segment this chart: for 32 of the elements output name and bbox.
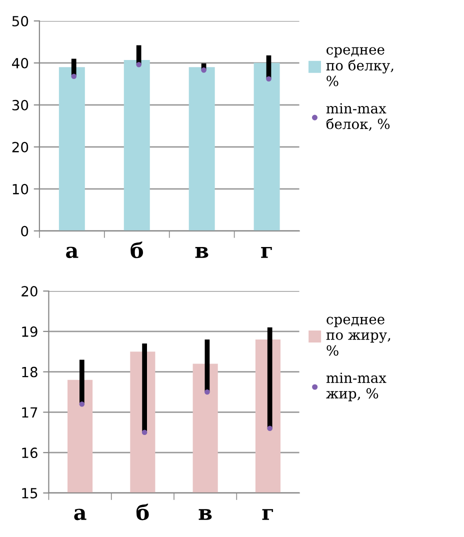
point [267,426,272,432]
y-tick-label: 20 [22,286,38,297]
y-tick-label: 16 [22,448,38,458]
x-tick-label: б [136,504,149,520]
y-tick-label: 20 [12,142,28,152]
y-tick-label: 50 [12,16,28,26]
y-tick-label: 19 [22,326,38,337]
y-tick-label: 10 [12,184,28,194]
point [79,401,85,407]
y-tick-label: 30 [12,100,28,110]
y-tick-label: 40 [12,58,28,68]
y-tick-label: 17 [22,407,38,418]
point [71,74,77,80]
x-tick-label: а [66,246,78,258]
x-tick-label: г [262,509,274,520]
point [201,67,206,73]
y-tick-label: 18 [22,366,38,378]
legend-label: min-max жир, % [326,372,386,402]
y-tick-label: 15 [22,488,38,498]
legend-label: min-max белок, % [326,103,390,131]
point [204,389,210,395]
x-tick-label: б [130,242,143,258]
x-tick-label: г [261,247,272,258]
legend-label: среднее по белку, % [326,47,394,86]
x-tick-label: в [195,247,208,258]
y-tick-label: 0 [21,226,28,236]
x-tick-label: а [74,508,86,520]
point [136,62,142,68]
point [266,76,272,82]
point [142,430,148,436]
x-tick-label: в [198,509,212,520]
legend-label: среднее по жиру, % [326,316,390,356]
